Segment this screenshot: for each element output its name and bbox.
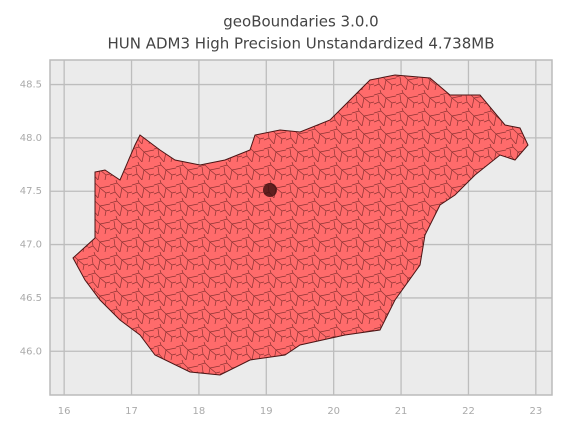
plot-border <box>49 59 553 396</box>
x-tick-label: 22 <box>462 406 475 417</box>
y-tick-label: 47.5 <box>20 186 42 197</box>
y-tick-label: 48.5 <box>20 80 42 91</box>
chart-title: geoBoundaries 3.0.0 <box>223 13 378 31</box>
y-tick-label: 48.0 <box>20 133 42 144</box>
x-tick-label: 19 <box>260 406 273 417</box>
x-tick-label: 23 <box>529 406 542 417</box>
x-tick-label: 16 <box>58 406 71 417</box>
budapest-cluster <box>263 183 277 197</box>
country-shape <box>72 74 529 376</box>
x-tick-label: 21 <box>395 406 408 417</box>
admin-cells <box>73 75 528 375</box>
x-tick-label: 17 <box>125 406 138 417</box>
y-tick-label: 47.0 <box>20 240 42 251</box>
y-tick-label: 46.0 <box>20 346 42 357</box>
x-tick-label: 20 <box>327 406 340 417</box>
y-tick-label: 46.5 <box>20 293 42 304</box>
chart-subtitle: HUN ADM3 High Precision Unstandardized 4… <box>107 35 494 53</box>
x-tick-label: 18 <box>193 406 206 417</box>
